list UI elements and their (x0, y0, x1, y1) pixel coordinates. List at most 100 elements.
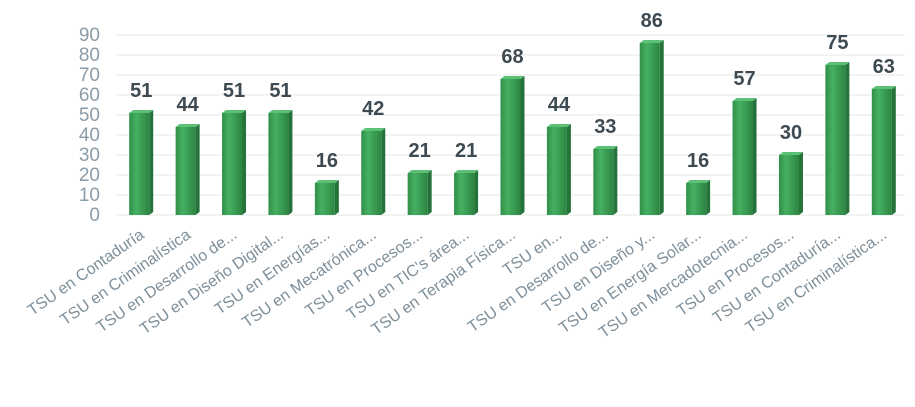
data-label: 51 (269, 80, 291, 102)
data-label: 16 (687, 150, 709, 172)
bar (314, 180, 339, 215)
bar-front (222, 113, 243, 215)
bar (593, 146, 618, 215)
bar-front (500, 79, 521, 215)
bar-side (149, 110, 154, 215)
bar-side (752, 98, 757, 215)
data-label: 44 (176, 94, 199, 116)
bar-side (659, 40, 664, 215)
data-label: 68 (501, 46, 523, 68)
bar-side (195, 124, 200, 215)
bar-top (778, 152, 803, 155)
bar-top (361, 128, 386, 131)
bar-side (474, 170, 479, 215)
y-tick-label: 30 (79, 145, 100, 166)
bar-front (732, 101, 753, 215)
y-tick-label: 90 (79, 25, 100, 46)
bar (639, 40, 664, 215)
bar-front (593, 149, 614, 215)
bar-top (593, 146, 618, 149)
bar-front (546, 127, 567, 215)
bar (222, 110, 247, 215)
bar-front (454, 173, 475, 215)
bar-front (778, 155, 799, 215)
bar-side (427, 170, 432, 215)
y-tick-label: 20 (79, 165, 100, 186)
bar-front (268, 113, 289, 215)
bar-side (613, 146, 618, 215)
data-label: 57 (733, 68, 755, 90)
bar-front (871, 89, 892, 215)
bar (129, 110, 154, 215)
bar-side (520, 76, 525, 215)
bar-front (175, 127, 196, 215)
bar-top (732, 98, 757, 101)
data-label: 30 (780, 122, 802, 144)
bar-front (825, 65, 846, 215)
bar-side (845, 62, 850, 215)
bar (268, 110, 293, 215)
y-tick-label: 50 (79, 105, 100, 126)
y-tick-label: 10 (79, 185, 100, 206)
bar-side (334, 180, 339, 215)
bar-front (129, 113, 150, 215)
bar-top (407, 170, 432, 173)
bar-top (825, 62, 850, 65)
bar (175, 124, 200, 215)
bar-side (381, 128, 386, 215)
bar-side (288, 110, 293, 215)
bar-top (222, 110, 247, 113)
bar-front (361, 131, 382, 215)
bar-top (546, 124, 571, 127)
bars (129, 40, 896, 215)
bar (500, 76, 525, 215)
bar-front (686, 183, 707, 215)
y-tick-label: 60 (79, 85, 100, 106)
bar-top (454, 170, 479, 173)
bar (361, 128, 386, 215)
bar-front (407, 173, 428, 215)
bar (871, 86, 896, 215)
y-tick-label: 80 (79, 45, 100, 66)
bar-side (891, 86, 896, 215)
bar-top (686, 180, 711, 183)
data-label: 51 (223, 80, 245, 102)
bar-side (798, 152, 803, 215)
bar-top (871, 86, 896, 89)
data-label: 86 (641, 10, 663, 32)
bar-front (639, 43, 660, 215)
bar-top (268, 110, 293, 113)
bar-side (706, 180, 711, 215)
bar (778, 152, 803, 215)
bar-top (175, 124, 200, 127)
y-tick-label: 70 (79, 65, 100, 86)
bar (732, 98, 757, 215)
bar-front (314, 183, 335, 215)
data-label: 42 (362, 98, 384, 120)
data-label: 21 (409, 140, 431, 162)
y-tick-label: 40 (79, 125, 100, 146)
bar-top (639, 40, 664, 43)
bar (454, 170, 479, 215)
data-label: 21 (455, 140, 477, 162)
y-tick-label: 0 (89, 205, 100, 226)
bar-top (129, 110, 154, 113)
bar-top (314, 180, 339, 183)
data-labels: 51 44 51 51 16 42 21 21 68 44 33 86 16 57 30 75 63 (130, 10, 895, 172)
data-label: 51 (130, 80, 152, 102)
bar-side (566, 124, 571, 215)
data-label: 16 (316, 150, 338, 172)
data-label: 63 (873, 56, 895, 78)
bar (686, 180, 711, 215)
bar (546, 124, 571, 215)
data-label: 44 (548, 94, 571, 116)
data-label: 75 (826, 32, 848, 54)
bar-top (500, 76, 525, 79)
bar-side (242, 110, 247, 215)
bar (825, 62, 850, 215)
data-label: 33 (594, 116, 616, 138)
bar (407, 170, 432, 215)
